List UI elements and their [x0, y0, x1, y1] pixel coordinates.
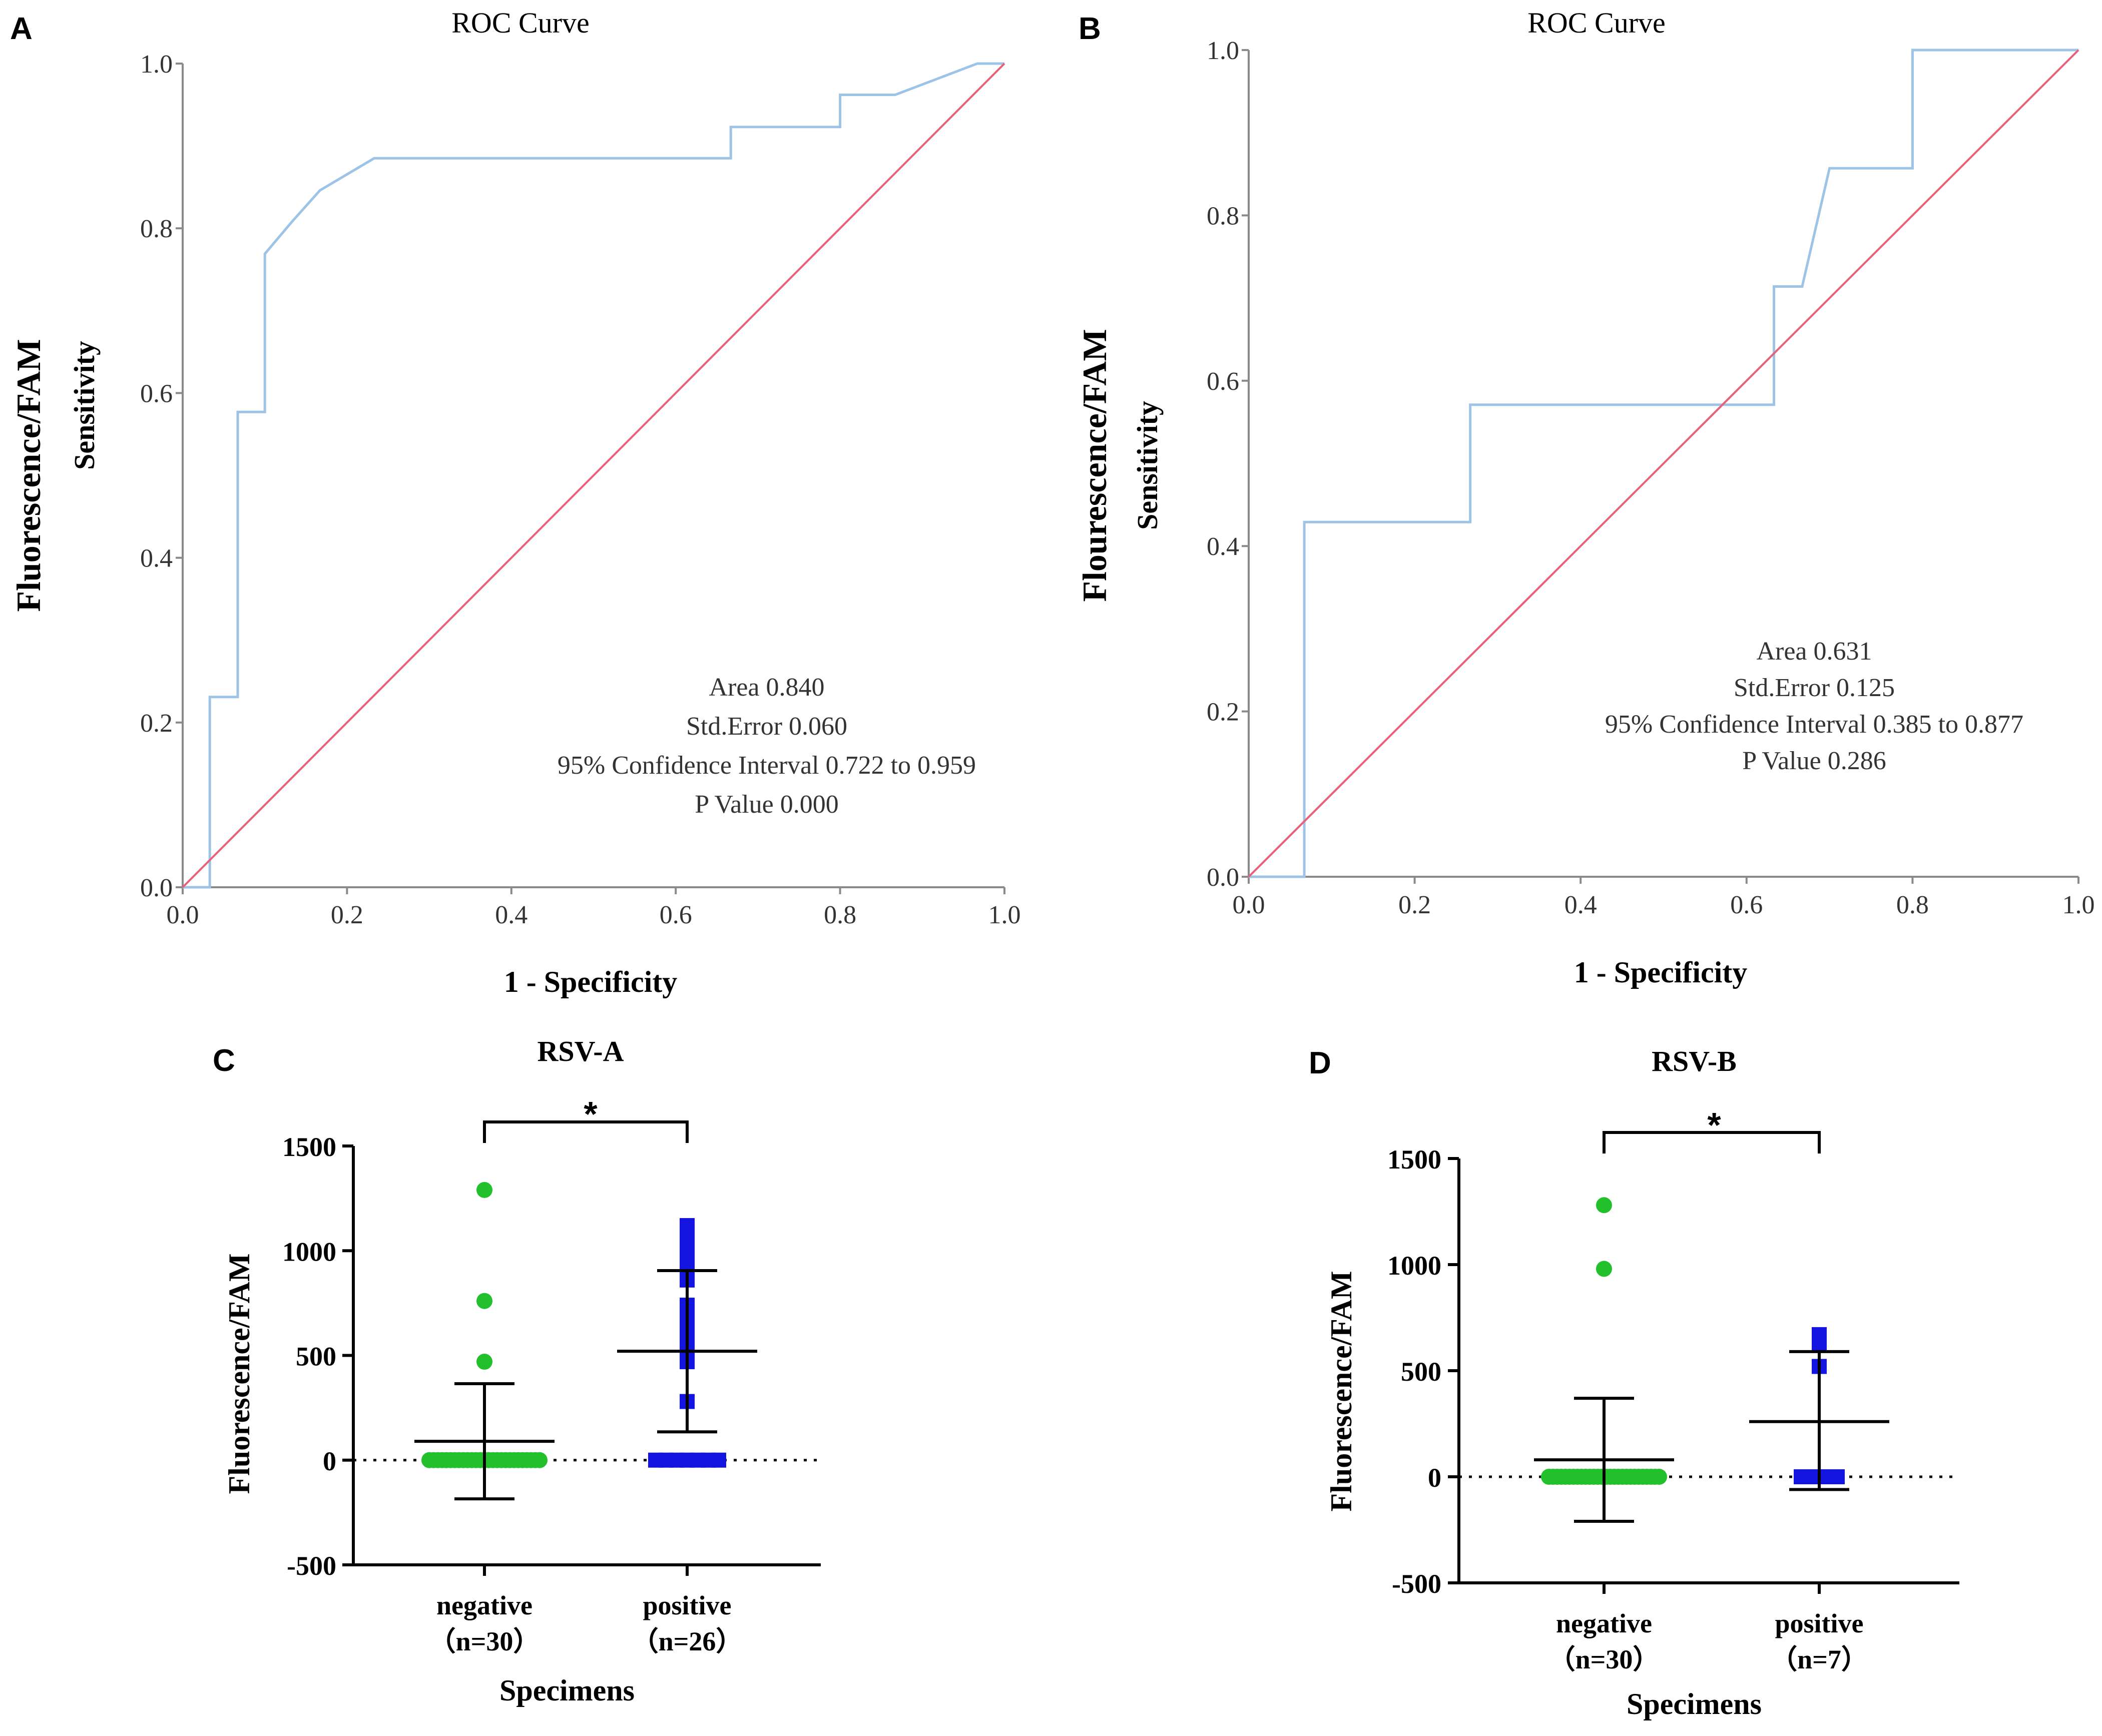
data-point	[532, 1452, 548, 1468]
outer-y-axis-label: Fluorescence/FAM	[10, 339, 48, 612]
annotation-line: Area 0.631	[1756, 637, 1872, 666]
chart-title: ROC Curve	[1527, 7, 1666, 39]
y-tick-label: 0.0	[1207, 863, 1239, 892]
data-point	[680, 1218, 695, 1234]
panel-d-scatter: D RSV-B * Fluorescence/FAM negative （n=3…	[1309, 1045, 1959, 1720]
group-label-negative: negative	[436, 1590, 533, 1620]
x-tick-label: 0.8	[824, 901, 856, 929]
y-axis-label: Fluorescence/FAM	[1325, 1271, 1358, 1512]
panel-c-scatter: C RSV-A * Fluorescence/FAM negative （n=3…	[213, 1035, 821, 1707]
chart-title: RSV-B	[1652, 1045, 1737, 1077]
panel-a-roc: A ROC Curve 1 - Specificity Sensitivity …	[10, 7, 1021, 998]
x-tick-label: 0.6	[1730, 891, 1763, 919]
annotation-line: 95% Confidence Interval 0.385 to 0.877	[1605, 710, 2023, 739]
chart-title: ROC Curve	[451, 7, 590, 39]
plot-area: 0.0 0.2 0.4 0.6 0.8 1.0 0.0 0.2 0.4 0.6 0.8 1.0	[140, 50, 1021, 929]
x-tick-label: 0.0	[1233, 891, 1265, 919]
annotation-line: Std.Error 0.125	[1734, 674, 1895, 702]
y-tick-label: 1.0	[1207, 37, 1239, 65]
group-n-positive: （n=7）	[1770, 1644, 1868, 1674]
y-tick-label: 500	[1401, 1357, 1441, 1387]
panel-label-c: C	[213, 1043, 235, 1078]
annotation-line: Std.Error 0.060	[686, 712, 847, 741]
reference-diagonal-line	[1248, 49, 2079, 878]
y-tick-label: 0.8	[140, 215, 173, 243]
group-n-positive: （n=26）	[632, 1626, 743, 1656]
panel-label-b: B	[1079, 12, 1101, 46]
y-tick-label: 1500	[282, 1132, 336, 1162]
group-n-negative: （n=30）	[1548, 1644, 1660, 1674]
data-point	[1651, 1469, 1667, 1485]
data-point	[476, 1293, 492, 1309]
y-tick-label: 0.0	[140, 874, 173, 902]
group-label-negative: negative	[1556, 1608, 1652, 1638]
data-point	[476, 1182, 492, 1198]
y-tick-label: 0.8	[1207, 202, 1239, 230]
y-tick-label: 0.2	[1207, 698, 1239, 727]
y-axis-label: Sensitivity	[68, 341, 101, 470]
annotation-line: P Value 0.000	[695, 790, 838, 819]
group-n-negative: （n=30）	[429, 1626, 541, 1656]
y-tick-label: 0	[1428, 1463, 1441, 1493]
x-tick-label: 0.6	[660, 901, 692, 929]
data-point	[1596, 1197, 1612, 1214]
data-point	[1812, 1335, 1827, 1351]
panel-label-d: D	[1309, 1046, 1331, 1080]
data-point	[711, 1452, 726, 1468]
x-axis-label: Specimens	[1627, 1687, 1762, 1720]
y-tick-label: -500	[287, 1551, 336, 1581]
plot-area: 1500 1000 500 0 -500	[1387, 1131, 1959, 1599]
annotation-line: P Value 0.286	[1742, 747, 1886, 775]
y-tick-label: 0.4	[140, 544, 173, 573]
plot-area: 1500 1000 500 0 -500	[282, 1120, 821, 1581]
x-tick-label: 0.4	[1564, 891, 1597, 919]
x-tick-label: 0.2	[331, 901, 363, 929]
significance-star: *	[1707, 1105, 1721, 1144]
data-point	[1596, 1261, 1612, 1277]
y-tick-label: 0	[323, 1446, 336, 1476]
y-tick-label: 1000	[282, 1237, 336, 1267]
significance-bracket	[1603, 1131, 1821, 1153]
x-tick-label: 0.8	[1896, 891, 1929, 919]
y-axis-label: Fluorescence/FAM	[223, 1254, 256, 1494]
panel-b-roc: B ROC Curve 1 - Specificity Sensitivity …	[1076, 7, 2095, 989]
y-tick-label: 0.6	[140, 379, 173, 408]
roc-curve-line	[183, 62, 1004, 889]
x-tick-label: 1.0	[2062, 891, 2095, 919]
x-axis-label: 1 - Specificity	[1574, 956, 1748, 989]
y-tick-label: 0.2	[140, 709, 173, 738]
outer-y-axis-label: Flourescence/FAM	[1076, 329, 1114, 602]
y-tick-label: 0.4	[1207, 532, 1239, 561]
group-label-positive: positive	[643, 1590, 731, 1620]
y-tick-label: 0.6	[1207, 367, 1239, 396]
x-tick-label: 0.2	[1398, 891, 1431, 919]
data-point	[1830, 1469, 1845, 1484]
y-tick-label: 1500	[1387, 1144, 1441, 1175]
y-tick-label: 1000	[1387, 1251, 1441, 1281]
panel-label-a: A	[10, 12, 33, 46]
annotation-line: 95% Confidence Interval 0.722 to 0.959	[558, 751, 976, 780]
significance-star: *	[584, 1094, 598, 1133]
significance-bracket	[483, 1120, 689, 1143]
x-axis-label: 1 - Specificity	[504, 965, 678, 998]
y-axis-label: Sensitivity	[1131, 401, 1164, 530]
annotation-line: Area 0.840	[709, 673, 824, 702]
x-axis-label: Specimens	[499, 1674, 635, 1707]
y-tick-label: -500	[1392, 1569, 1441, 1599]
x-tick-label: 1.0	[988, 901, 1021, 929]
data-point	[476, 1354, 492, 1370]
group-label-positive: positive	[1775, 1608, 1863, 1638]
plot-area: 0.0 0.2 0.4 0.6 0.8 1.0 0.0 0.2 0.4 0.6 0.8 1.0	[1207, 37, 2095, 919]
reference-diagonal-line	[182, 63, 1005, 888]
chart-title: RSV-A	[538, 1035, 624, 1067]
y-tick-label: 500	[296, 1342, 336, 1372]
y-tick-label: 1.0	[140, 50, 173, 79]
x-tick-label: 0.4	[495, 901, 528, 929]
x-tick-label: 0.0	[167, 901, 199, 929]
roc-curve-line	[1249, 49, 2078, 878]
